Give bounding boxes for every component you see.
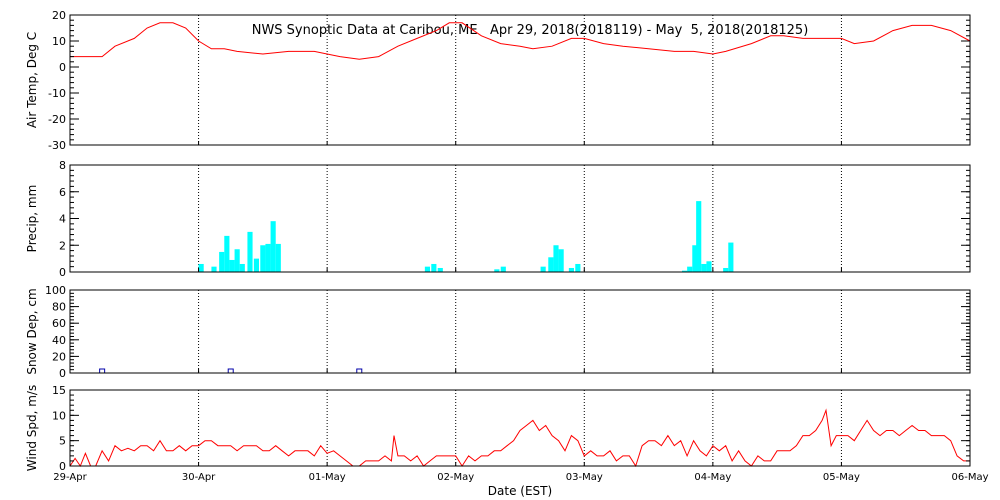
snow-depth-panel: 0 20 40 60 80 100 Snow Dep, cm xyxy=(25,284,971,380)
precip-y-tick-label: 0 xyxy=(59,266,66,279)
air-temp-line xyxy=(70,22,971,60)
snow-depth-y-tick-label: 80 xyxy=(52,301,66,314)
precip-bar xyxy=(211,266,217,272)
wind-speed-y-tick-label: 5 xyxy=(59,435,66,448)
precip-bar xyxy=(706,261,712,272)
air-temp-y-tick-label: -30 xyxy=(48,139,66,152)
precip-bar xyxy=(437,267,443,272)
precip-bar xyxy=(253,258,259,272)
wind-speed-frame xyxy=(69,389,971,467)
wind-speed-y-tick-label: 0 xyxy=(59,460,66,473)
precip-y-tick-label: 2 xyxy=(59,239,66,252)
chart-title: NWS Synoptic Data at Caribou, ME Apr 29,… xyxy=(252,23,809,38)
x-tick-label: 01-May xyxy=(309,472,346,483)
air-temp-frame xyxy=(69,14,971,146)
precip-bar xyxy=(234,249,240,272)
precip-bar xyxy=(701,263,707,272)
precip-bar xyxy=(494,269,500,272)
precip-panel: 0 2 4 6 8 Precip, mm xyxy=(25,159,971,279)
precip-bar xyxy=(548,257,554,272)
precip-bar xyxy=(696,201,702,272)
x-tick-label: 02-May xyxy=(437,472,474,483)
precip-y-tick-label: 6 xyxy=(59,186,66,199)
x-tick-label: 03-May xyxy=(566,472,603,483)
precip-bar xyxy=(682,270,688,272)
x-tick-label: 05-May xyxy=(823,472,860,483)
precip-bar xyxy=(270,221,276,272)
air-temp-y-tick-label: -20 xyxy=(48,113,66,126)
snow-depth-y-tick-label: 60 xyxy=(52,317,66,330)
wind-speed-line xyxy=(69,408,970,468)
precip-bar xyxy=(431,263,437,272)
precip-y-tick-label: 4 xyxy=(59,213,66,226)
precip-bar xyxy=(265,243,271,272)
x-tick-label: 06-May xyxy=(951,472,988,483)
precip-bar xyxy=(247,231,253,272)
air-temp-y-tick-label: -10 xyxy=(48,87,66,100)
wind-speed-y-tick-label: 15 xyxy=(52,384,66,397)
precip-bar xyxy=(723,267,729,272)
precip-bar xyxy=(260,245,266,272)
precip-bar xyxy=(687,266,693,272)
precip-bar xyxy=(568,267,574,272)
precip-y-axis-label: Precip, mm xyxy=(25,185,39,253)
air-temp-panel: -30 -20 -10 0 10 20 Air Temp, Deg C xyxy=(25,9,971,152)
snow-depth-y-tick-label: 100 xyxy=(45,284,66,297)
precip-frame xyxy=(69,164,971,273)
precip-bar xyxy=(239,263,245,272)
snow-depth-y-tick-label: 0 xyxy=(59,367,66,380)
precip-bar xyxy=(500,266,506,272)
precip-bar xyxy=(219,251,225,272)
precip-bar xyxy=(424,266,430,272)
precip-bar xyxy=(229,259,235,272)
wind-speed-panel: 0 5 10 15 Wind Spd, m/s xyxy=(25,384,971,473)
precip-bar xyxy=(558,249,564,272)
snow-depth-frame xyxy=(69,289,971,374)
air-temp-y-tick-label: 20 xyxy=(52,9,66,22)
precip-bar xyxy=(224,235,230,272)
wind-speed-y-axis-label: Wind Spd, m/s xyxy=(25,385,39,471)
air-temp-y-tick-label: 0 xyxy=(59,61,66,74)
wind-speed-y-tick-label: 10 xyxy=(52,409,66,422)
precip-bar xyxy=(275,243,281,272)
air-temp-y-axis-label: Air Temp, Deg C xyxy=(25,32,39,128)
precip-bar xyxy=(575,263,581,272)
precip-bar xyxy=(553,245,559,272)
snow-depth-y-tick-label: 40 xyxy=(52,334,66,347)
x-tick-label: 04-May xyxy=(694,472,731,483)
panels: -30 -20 -10 0 10 20 Air Temp, Deg C 0 2 4 6 8 Precip… xyxy=(25,9,971,473)
snow-depth-y-axis-label: Snow Dep, cm xyxy=(25,288,39,374)
x-tick-label: 30-Apr xyxy=(182,472,216,483)
snow-depth-point xyxy=(99,368,106,374)
precip-bar xyxy=(198,263,204,272)
air-temp-y-tick-label: 10 xyxy=(52,35,66,48)
x-axis-label: Date (EST) xyxy=(488,484,552,498)
precip-bar xyxy=(728,242,734,272)
precip-bar xyxy=(540,266,546,272)
x-axis-ticks: 29-Apr 30-Apr 01-May 02-May 03-May 04-May 05-M… xyxy=(53,472,988,483)
snow-depth-point xyxy=(356,368,363,374)
x-tick-label: 29-Apr xyxy=(53,472,87,483)
snow-depth-y-tick-label: 20 xyxy=(52,350,66,363)
precip-bar xyxy=(692,245,698,272)
snow-depth-point xyxy=(227,368,234,374)
precip-y-tick-label: 8 xyxy=(59,159,66,172)
